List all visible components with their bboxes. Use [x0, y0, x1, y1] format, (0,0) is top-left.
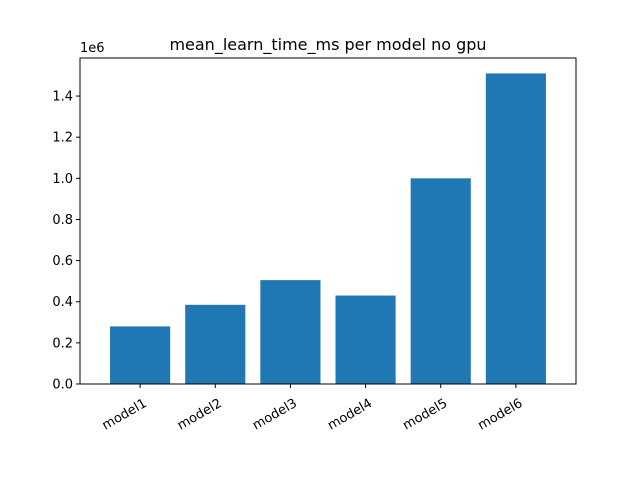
x-axis-ticks: model1 model2 model3 model4 model5 model6: [100, 384, 525, 433]
y-tick-label: 1.0: [52, 172, 73, 187]
y-tick-label: 0.4: [52, 295, 73, 310]
bars-group: [110, 73, 546, 384]
bar-model3: [260, 280, 321, 384]
bar-model1: [110, 326, 171, 384]
plot-frame: [79, 57, 577, 385]
y-tick-label: 0.0: [52, 378, 73, 393]
bar-model4: [335, 295, 396, 384]
chart-title: mean_learn_time_ms per model no gpu: [169, 35, 486, 55]
bar-model5: [410, 178, 471, 384]
y-axis-ticks: 0.0 0.2 0.4 0.6 0.8 1.0 1.2 1.4: [52, 90, 80, 393]
bar-model6: [485, 73, 546, 384]
y-tick-label: 0.8: [52, 213, 73, 228]
x-tick-label-model1: model1: [100, 396, 150, 433]
y-tick-label: 0.2: [52, 336, 73, 351]
y-tick-label: 1.2: [52, 131, 73, 146]
x-tick-label-model3: model3: [250, 396, 300, 433]
bar-model2: [185, 304, 246, 384]
x-tick-label-model6: model6: [476, 396, 526, 433]
x-tick-label-model5: model5: [400, 396, 450, 433]
y-tick-label: 0.6: [52, 254, 73, 269]
y-tick-label: 1.4: [52, 90, 73, 105]
x-tick-label-model2: model2: [175, 396, 225, 433]
x-tick-label-model4: model4: [325, 396, 375, 433]
y-axis-offset-label: 1e6: [80, 41, 105, 56]
